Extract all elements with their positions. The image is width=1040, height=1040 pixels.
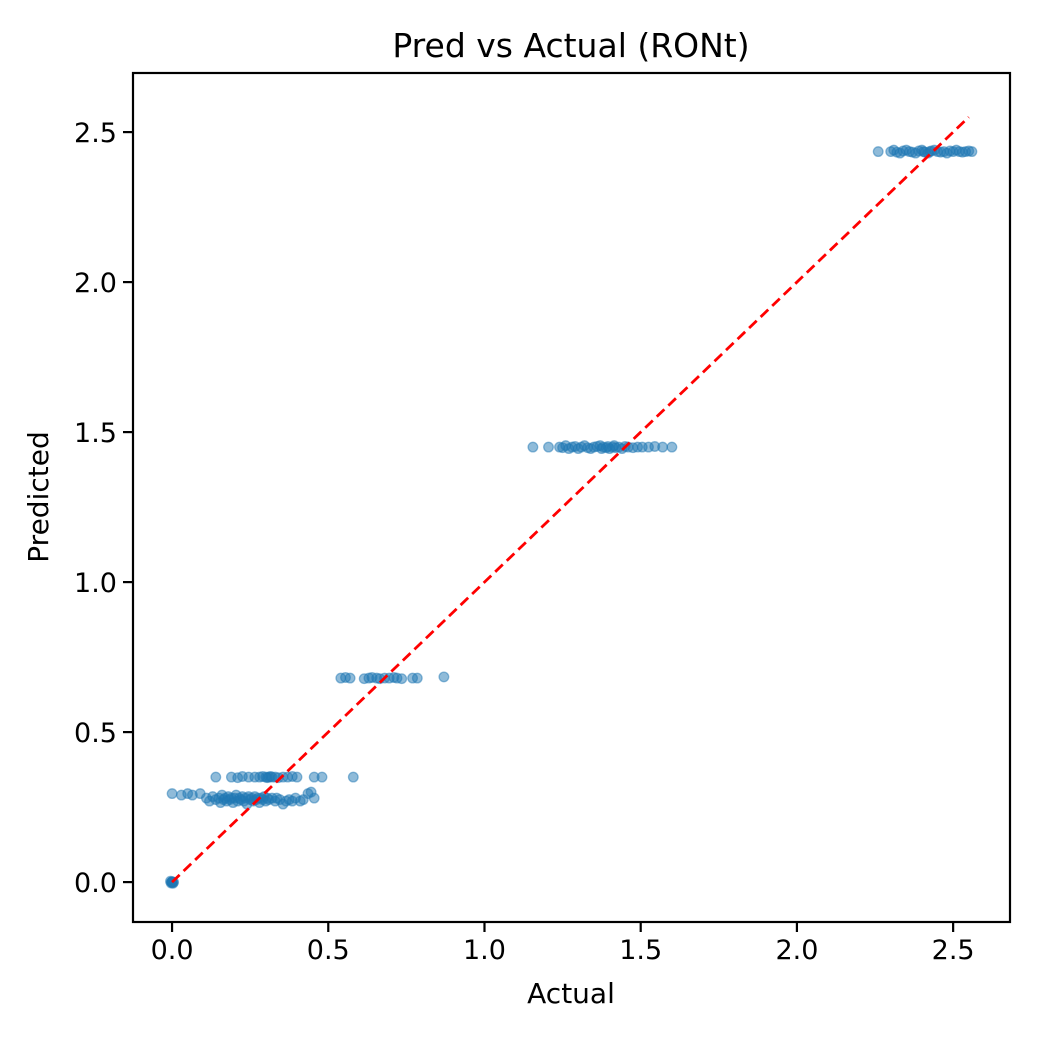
data-point — [316, 771, 328, 783]
identity-line-layer — [171, 116, 970, 884]
data-point — [308, 792, 320, 804]
data-point — [666, 441, 678, 453]
data-point — [291, 771, 303, 783]
x-axis-label: Actual — [527, 977, 615, 1010]
y-tick-label: 2.5 — [74, 118, 117, 149]
x-tick-label: 0.0 — [151, 935, 194, 966]
data-point — [166, 788, 178, 800]
data-point — [966, 146, 978, 158]
scatter-points — [165, 144, 978, 889]
axis-ticks: 0.0 0.5 1.0 1.5 2.0 2.5 0.0 0.5 1.0 1.5 2.0 2.5 — [74, 118, 975, 966]
data-point — [527, 441, 539, 453]
data-point — [657, 441, 669, 453]
chart-title: Pred vs Actual (RONt) — [392, 26, 749, 65]
data-point — [438, 671, 450, 683]
y-tick-label: 1.5 — [74, 418, 117, 449]
x-tick-label: 0.5 — [307, 935, 350, 966]
identity-line — [171, 116, 970, 884]
y-tick-label: 1.0 — [74, 568, 117, 599]
y-tick-label: 2.0 — [74, 268, 117, 299]
plot-frame — [131, 71, 1012, 924]
data-point — [344, 672, 356, 684]
x-tick-label: 1.5 — [619, 935, 662, 966]
data-point — [543, 441, 554, 453]
data-point — [411, 672, 423, 684]
x-tick-label: 2.5 — [932, 935, 975, 966]
x-tick-label: 2.0 — [775, 935, 818, 966]
y-axis-label: Predicted — [22, 431, 55, 562]
data-point — [347, 771, 359, 783]
y-tick-label: 0.5 — [74, 718, 117, 749]
y-tick-label: 0.0 — [74, 868, 117, 899]
data-point — [210, 771, 222, 783]
data-point — [396, 673, 408, 685]
data-point — [872, 146, 884, 158]
x-tick-label: 1.0 — [463, 935, 506, 966]
